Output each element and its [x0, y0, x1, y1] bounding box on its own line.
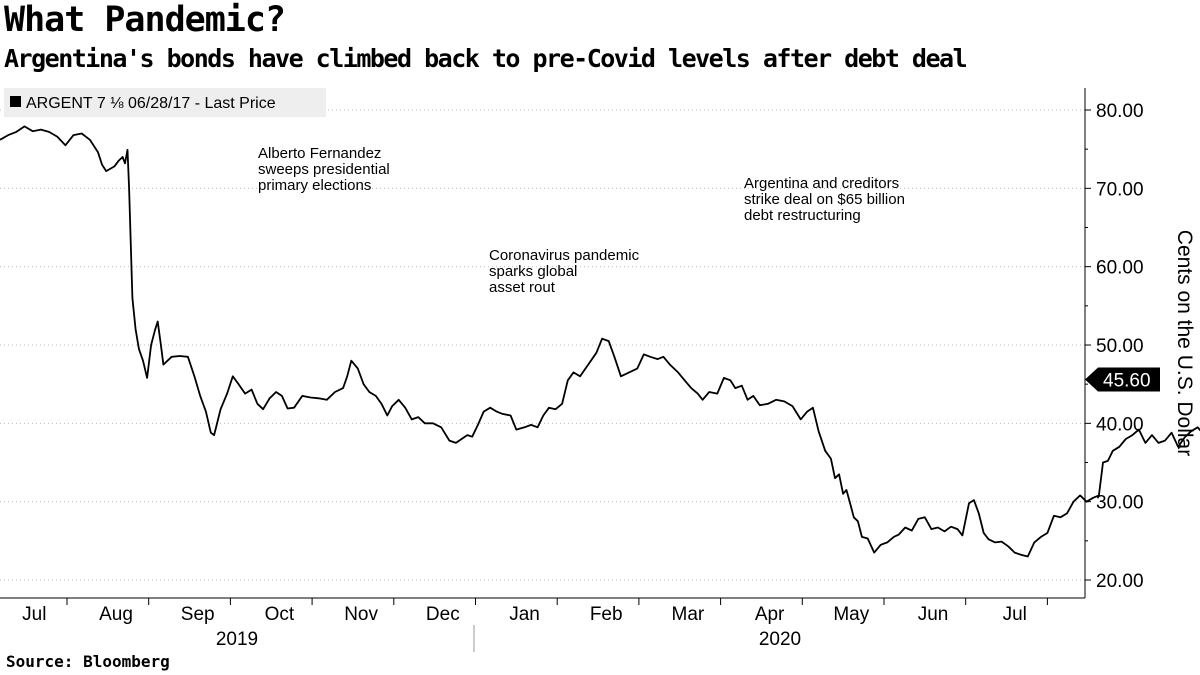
chart-title: What Pandemic? — [4, 0, 286, 40]
x-month-label: Nov — [344, 604, 378, 625]
legend-swatch — [10, 96, 21, 107]
y-tick-group: 20.00 30.00 40.00 50.00 60.00 70.00 80.00 — [1085, 101, 1144, 592]
x-month-label: Aug — [99, 604, 133, 625]
y-tick-label: 80.00 — [1096, 101, 1144, 122]
y-tick-label: 30.00 — [1096, 493, 1144, 514]
y-tick-label: 40.00 — [1096, 414, 1144, 435]
source-note: Source: Bloomberg — [6, 652, 170, 671]
last-price-marker: 45.60 — [1085, 367, 1160, 392]
y-tick-label: 50.00 — [1096, 336, 1144, 357]
annotation-line: sparks global — [489, 263, 577, 280]
x-month-label: Mar — [672, 604, 705, 625]
x-month-label: Jul — [22, 604, 46, 625]
x-month-label: Apr — [755, 604, 785, 625]
x-year-label: 2020 — [759, 629, 801, 650]
last-price-label: 45.60 — [1103, 370, 1151, 391]
annotation-line: asset rout — [489, 279, 556, 296]
x-tick-group: Jul Aug Sep Oct Nov Dec Jan Feb Mar Apr May Jun Jul 2… — [22, 598, 1048, 652]
grid-lines — [0, 109, 1085, 581]
y-tick-label: 20.00 — [1096, 571, 1144, 592]
x-month-label: Oct — [265, 604, 295, 625]
x-month-label: Dec — [426, 604, 460, 625]
x-month-label: Jan — [509, 604, 540, 625]
annotation-line: primary elections — [258, 177, 371, 194]
y-tick-label: 60.00 — [1096, 258, 1144, 279]
legend-label: ARGENT 7 ⅛ 06/28/17 - Last Price — [26, 95, 276, 112]
annotation-line: debt restructuring — [744, 207, 861, 224]
y-tick-label: 70.00 — [1096, 179, 1144, 200]
chart-subtitle: Argentina's bonds have climbed back to p… — [4, 44, 968, 73]
x-month-label: Jun — [918, 604, 949, 625]
y-axis-label: Cents on the U.S. Dollar — [1173, 230, 1196, 456]
legend: ARGENT 7 ⅛ 06/28/17 - Last Price — [4, 88, 326, 117]
annotation-line: Argentina and creditors — [744, 175, 899, 192]
x-month-label: Sep — [181, 604, 215, 625]
legend-background — [4, 88, 326, 117]
price-series-line — [0, 125, 1200, 558]
x-month-label: May — [833, 604, 869, 625]
last-price-badge — [1085, 367, 1160, 392]
x-month-label: Feb — [590, 604, 623, 625]
x-year-label: 2019 — [216, 629, 258, 650]
annotation-line: strike deal on $65 billion — [744, 191, 905, 208]
annotation-line: Alberto Fernandez — [258, 145, 381, 162]
x-month-label: Jul — [1003, 604, 1027, 625]
annotation-line: sweeps presidential — [258, 161, 390, 178]
annotation-line: Coronavirus pandemic — [489, 247, 640, 264]
